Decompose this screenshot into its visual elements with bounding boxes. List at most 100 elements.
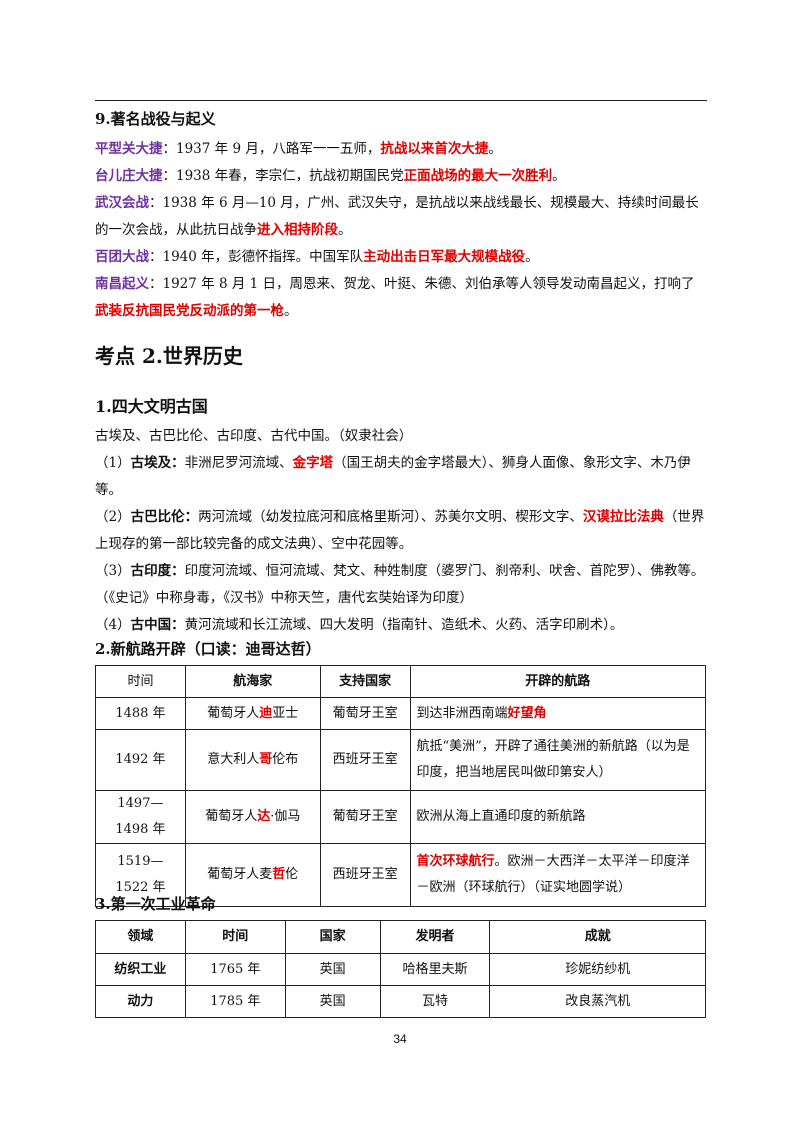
topic-title: 考点 2.世界历史: [95, 344, 243, 368]
highlight: 进入相持阶段: [257, 222, 338, 238]
text: （世界上现存的第一部比较完备的成文法典）、空中花园等。: [95, 509, 705, 552]
text: 。: [284, 303, 298, 319]
text: 非洲尼罗河流域、: [184, 455, 293, 471]
navigator: 葡萄牙人迪亚士: [184, 697, 321, 730]
highlight: 好望角: [507, 705, 547, 721]
row: 1492 年 意大利人哥伦布 西班牙王室 航抵“美洲”，开辟了通往美洲的新航路（…: [95, 729, 707, 791]
label: 百团大战: [95, 249, 149, 265]
cell: 改良蒸汽机: [489, 985, 706, 1018]
row: 1519—1522 年 葡萄牙人麦哲伦 西班牙王室 首次环球航行。欧洲－大西洋－…: [95, 843, 707, 907]
label: 台儿庄大捷: [95, 168, 163, 184]
text: 。: [488, 141, 502, 157]
civilization: （2）古巴比伦：两河流域（幼发拉底河和底格里斯河）、苏美尔文明、楔形文字、汉谟拉…: [95, 504, 707, 558]
text: ：1938 年 6 月—10 月，广州、武汉失守，是抗战以来战线最长、规模最大、…: [95, 195, 699, 238]
country: 葡萄牙王室: [319, 790, 411, 844]
highlight: 首次环球航行: [416, 854, 495, 869]
header-cell: 支持国家: [319, 665, 411, 698]
time: 1488 年: [95, 697, 186, 730]
text: 到达非洲西南端: [416, 705, 508, 721]
routes-table: 时间 航海家 支持国家 开辟的航路 1488 年 葡萄牙人迪亚士 葡萄牙王室 到…: [95, 665, 707, 907]
civilization: （3）古印度：印度河流域、恒河流域、梵文、种姓制度（婆罗门、刹帝利、吠舍、首陀罗…: [95, 558, 707, 612]
highlight: 正面战场的最大一次胜利: [403, 168, 553, 184]
text: ：1938 年春，李宗仁，抗战初期国民党: [162, 168, 404, 184]
header-cell: 开辟的航路: [409, 665, 707, 698]
heading: 2.新航路开辟（口读：迪哥达哲）: [95, 640, 321, 658]
route: 欧洲从海上直通印度的新航路: [409, 790, 707, 844]
time: 1519—1522 年: [95, 843, 186, 907]
header-row: 时间 航海家 支持国家 开辟的航路: [95, 665, 707, 698]
text: ：1940 年，彭德怀指挥。中国军队: [149, 249, 364, 265]
heading: 3.第一次工业革命: [95, 895, 216, 913]
battle: 南昌起义：1927 年 8 月 1 日，周恩来、贺龙、叶挺、朱德、刘伯承等人领导…: [95, 271, 707, 325]
header-row: 领域 时间 国家 发明者 成就: [95, 920, 706, 954]
highlight: 哲: [272, 867, 286, 882]
text: 伦布: [272, 752, 299, 767]
battle: 武汉会战：1938 年 6 月—10 月，广州、武汉失守，是抗战以来战线最长、规…: [95, 190, 707, 244]
label: 平型关大捷: [95, 141, 163, 157]
text: 。: [525, 249, 539, 265]
label: 古巴比伦：: [130, 509, 199, 525]
navigator: 意大利人哥伦布: [184, 729, 321, 791]
text: 葡萄牙人: [205, 809, 258, 824]
industrial-table: 领域 时间 国家 发明者 成就 纺织工业 1765 年 英国 哈格里夫斯 珍妮纺…: [95, 920, 706, 1018]
row: 动力 1785 年 英国 瓦特 改良蒸汽机: [95, 985, 706, 1018]
header-cell: 时间: [95, 665, 186, 698]
number: （3）: [95, 563, 131, 579]
text: ：1927 年 8 月 1 日，周恩来、贺龙、叶挺、朱德、刘伯承等人领导发动南昌…: [149, 276, 695, 292]
text: 意大利人: [207, 752, 260, 767]
text: ·伽马: [270, 809, 301, 824]
cell: 英国: [284, 953, 381, 986]
text: ：1937 年 9 月，八路军一一五师，: [162, 141, 381, 157]
civilization: （4）古中国：黄河流域和长江流域、四大发明（指南针、造纸术、火药、活字印刷术）。: [95, 612, 707, 639]
intro: 古埃及、古巴比伦、古印度、古代中国。（奴隶社会）: [95, 428, 413, 444]
heading: 1.四大文明古国: [95, 397, 208, 416]
cell: 1765 年: [184, 953, 286, 986]
row: 1497—1498 年 葡萄牙人达·伽马 葡萄牙王室 欧洲从海上直通印度的新航路: [95, 790, 707, 844]
text: 黄河流域和长江流域、四大发明（指南针、造纸术、火药、活字印刷术）。: [184, 617, 624, 633]
top-rule: [95, 100, 707, 101]
route: 首次环球航行。欧洲－大西洋－太平洋－印度洋－欧洲（环球航行）（证实地圆学说）: [409, 843, 707, 907]
number: （1）: [95, 455, 131, 471]
battle: 百团大战：1940 年，彭德怀指挥。中国军队主动出击日军最大规模战役。: [95, 244, 707, 271]
header-cell: 发明者: [379, 920, 491, 954]
page-number: 34: [393, 1032, 407, 1046]
text: 航抵“美洲”，开辟了通往美洲的新航路（以为是印度，把当地居民叫做印第安人）: [416, 739, 690, 780]
text: （国王胡夫的金字塔最大）、狮身人面像、象形文字、木乃伊等。: [95, 455, 691, 498]
text: 葡萄牙人麦: [207, 867, 273, 882]
cell: 珍妮纺纱机: [489, 953, 706, 986]
header-cell: 成就: [489, 920, 706, 954]
text: 欧洲从海上直通印度的新航路: [416, 809, 586, 824]
highlight: 迪: [259, 705, 273, 721]
highlight: 汉谟拉比法典: [582, 509, 664, 525]
label: 古埃及：: [130, 455, 185, 471]
row: 纺织工业 1765 年 英国 哈格里夫斯 珍妮纺纱机: [95, 953, 706, 986]
text: 亚士: [272, 705, 299, 721]
route: 航抵“美洲”，开辟了通往美洲的新航路（以为是印度，把当地居民叫做印第安人）: [409, 729, 707, 791]
cell: 哈格里夫斯: [379, 953, 491, 986]
text: 。: [552, 168, 566, 184]
text: 两河流域（幼发拉底河和底格里斯河）、苏美尔文明、楔形文字、: [198, 509, 583, 525]
label: 武汉会战: [95, 195, 149, 211]
label: 古印度：: [130, 563, 185, 579]
highlight: 武装反抗国民党反动派的第一枪: [95, 303, 284, 319]
number: （4）: [95, 617, 131, 633]
civilization-list: 古埃及、古巴比伦、古印度、古代中国。（奴隶社会） （1）古埃及：非洲尼罗河流域、…: [95, 423, 707, 639]
navigator: 葡萄牙人达·伽马: [184, 790, 321, 844]
time: 1492 年: [95, 729, 186, 791]
text: 。欧洲－大西洋－太平洋－印度洋－欧洲（环球航行）（证实地圆学说）: [416, 854, 690, 895]
highlight: 金字塔: [292, 455, 334, 471]
cell: 纺织工业: [95, 953, 186, 986]
route: 到达非洲西南端好望角: [409, 697, 707, 730]
text: 伦: [285, 867, 299, 882]
header-cell: 国家: [284, 920, 381, 954]
header-cell: 时间: [184, 920, 286, 954]
cell: 瓦特: [379, 985, 491, 1018]
text: 。: [338, 222, 352, 238]
civilization: （1）古埃及：非洲尼罗河流域、金字塔（国王胡夫的金字塔最大）、狮身人面像、象形文…: [95, 450, 707, 504]
highlight: 哥: [259, 752, 273, 767]
label: 南昌起义: [95, 276, 149, 292]
navigator: 葡萄牙人麦哲伦: [184, 843, 321, 907]
cell: 英国: [284, 985, 381, 1018]
time: 1497—1498 年: [95, 790, 186, 844]
